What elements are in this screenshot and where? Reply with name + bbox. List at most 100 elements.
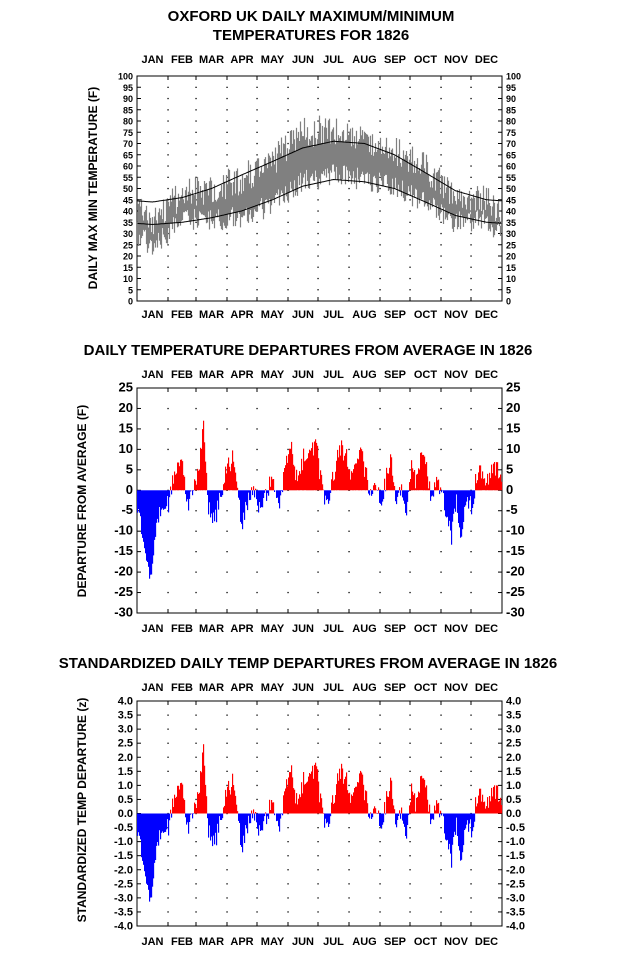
grid-dot [256,855,257,856]
departure-bar [179,466,180,490]
y-tick-label-right: -0.5 [506,822,525,834]
departure-bar [386,468,387,491]
departure-bar [407,814,408,826]
grid-dot [195,869,196,870]
grid-dot [167,469,168,470]
y-tick-label-right: 20 [506,400,520,415]
departure-bar [406,814,407,839]
departure-bar [192,814,193,819]
departure-bar [293,465,294,491]
departure-bar [409,805,410,813]
departure-bar [257,814,258,829]
departure-bar [359,450,360,490]
grid-dot [348,757,349,758]
grid-dot [470,449,471,450]
departure-bar [322,808,323,814]
departure-bar [437,804,438,814]
departure-bar [429,805,430,814]
grid-dot [256,289,257,290]
departure-bar [185,814,186,818]
departure-bar [255,812,256,814]
departure-bar [236,805,237,814]
grid-dot [256,278,257,279]
departure-bar [226,473,227,490]
x-tick-label-top: MAR [199,682,224,694]
x-tick-label-top: SEP [384,682,406,694]
grid-dot [287,210,288,211]
departure-bar [301,782,302,813]
departure-bar [262,490,263,507]
grid-dot [226,883,227,884]
grid-dot [409,911,410,912]
departure-bar [317,769,318,813]
grid-dot [226,785,227,786]
grid-dot [409,531,410,532]
departure-bar [255,489,256,491]
grid-dot [287,883,288,884]
grid-dot [379,233,380,234]
departure-bar [158,814,159,846]
departure-bar [266,814,267,825]
departure-bar [492,473,493,490]
grid-dot [379,757,380,758]
x-tick-label-bottom: AUG [352,936,376,948]
grid-dot [256,911,257,912]
departure-bar [325,814,326,819]
grid-dot [409,244,410,245]
departure-bar [164,814,165,833]
y-tick-label-left: -15 [114,543,133,558]
grid-dot [256,408,257,409]
departure-bar [305,784,306,814]
departure-bar [399,487,400,490]
departure-bar [330,490,331,493]
departure-bar [254,814,255,821]
grid-dot [470,911,471,912]
grid-dot [409,408,410,409]
grid-dot [348,771,349,772]
departure-bar [494,462,495,490]
departure-bar [434,806,435,814]
departure-bar [198,471,199,491]
y-tick-label-right: 1.0 [506,780,521,792]
departure-bar [197,469,198,490]
grid-dot [287,120,288,121]
departure-bar [292,454,293,490]
departure-bar [300,797,301,813]
departure-bar [425,787,426,813]
grid-dot [317,98,318,99]
departure-bar [155,814,156,861]
grid-dot [470,551,471,552]
grid-dot [379,883,380,884]
grid-dot [195,911,196,912]
departure-bar [238,814,239,821]
departure-bar [190,814,191,815]
departure-bar [339,769,340,814]
grid-dot [195,233,196,234]
departure-bar [143,814,144,865]
y-tick-label-right: 25 [506,240,516,250]
std-chart-title: STANDARDIZED DAILY TEMP DEPARTURES FROM … [59,655,557,672]
departure-bar [420,453,421,490]
departure-bar [402,814,403,821]
y-tick-label-right: 45 [506,195,516,205]
grid-dot [195,87,196,88]
departure-bar [235,796,236,814]
grid-dot [287,771,288,772]
grid-dot [195,572,196,573]
departure-bar [232,774,233,814]
grid-dot [195,109,196,110]
grid-dot [348,98,349,99]
grid-dot [167,244,168,245]
departure-bar [220,814,221,821]
grid-dot [317,592,318,593]
grid-dot [287,841,288,842]
grid-dot [409,132,410,133]
grid-dot [287,729,288,730]
departure-bar [438,803,439,814]
departure-bar [350,480,351,491]
departure-bar [262,814,263,831]
departure-bar [170,487,171,491]
departure-bar [450,814,451,854]
grid-dot [256,132,257,133]
x-tick-label-top: OCT [414,682,438,694]
